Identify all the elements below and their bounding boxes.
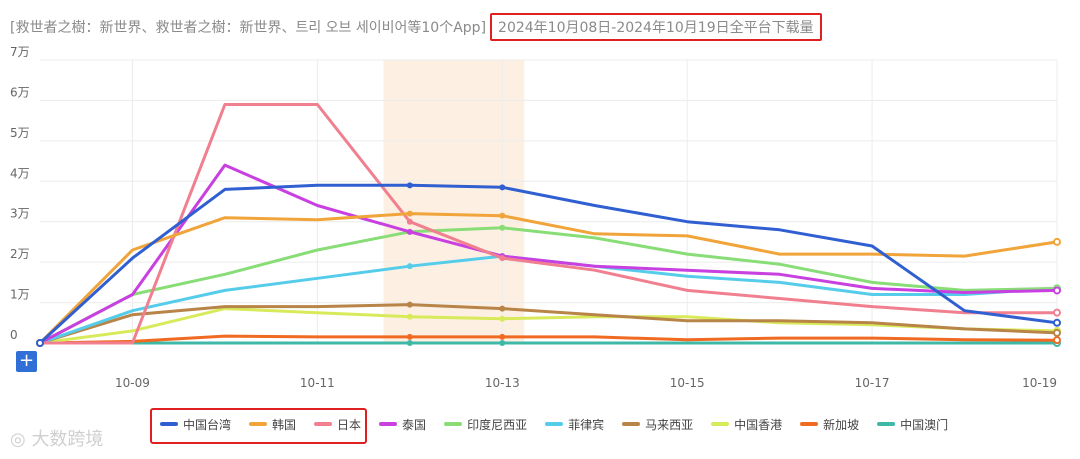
chart-title-prefix: [救世者之樹：新世界、救世者之樹：新世界、트리 오브 세이비어等10个App]	[10, 20, 487, 36]
brand-watermark: ◎ 大数跨境	[10, 425, 103, 451]
series-point	[499, 224, 506, 231]
legend-swatch	[800, 422, 819, 426]
series-line[interactable]	[38, 183, 1058, 345]
legend-swatch	[711, 422, 730, 426]
legend-item[interactable]: 泰国	[379, 416, 426, 433]
add-series-button[interactable]: +	[16, 351, 37, 372]
series-point	[1053, 328, 1061, 337]
legend-label: 中国台湾	[183, 417, 232, 432]
legend-item[interactable]: 日本	[314, 416, 361, 433]
series-point	[1053, 308, 1061, 317]
legend-highlight-box	[150, 408, 367, 444]
series-line[interactable]	[39, 303, 1058, 345]
highlight-band	[383, 60, 525, 343]
series-point	[499, 255, 506, 262]
legend-item[interactable]: 中国香港	[711, 416, 782, 433]
legend-label: 韩国	[272, 417, 297, 432]
brand-watermark-text: 大数跨境	[31, 429, 104, 450]
series-point	[1053, 318, 1061, 327]
series-line[interactable]	[39, 307, 1058, 345]
x-tick-label: 10-15	[670, 376, 705, 390]
x-tick-label: 10-09	[115, 376, 150, 390]
series-line[interactable]	[39, 226, 1058, 345]
series-point	[1053, 286, 1061, 295]
x-tick-label: 10-13	[485, 376, 520, 390]
legend-swatch	[249, 422, 268, 426]
legend-item[interactable]: 中国澳门	[877, 416, 948, 433]
series-point	[499, 212, 506, 219]
series-line[interactable]	[40, 103, 1057, 345]
chart-title-date-range: 2024年10月08日-2024年10月19日全平台下载量	[490, 13, 822, 41]
series-point	[1053, 336, 1061, 345]
y-tick-label: 2万	[10, 247, 30, 261]
legend-label: 泰国	[402, 417, 427, 432]
legend-label: 菲律宾	[568, 417, 605, 432]
legend-swatch	[545, 422, 564, 426]
legend-label: 印度尼西亚	[467, 417, 528, 432]
series-point	[406, 263, 413, 270]
legend-swatch	[379, 422, 398, 426]
brand-logo-icon: ◎	[10, 429, 32, 450]
chart-legend: 中国台湾 韩国 日本 泰国 印度尼西亚 菲律宾 马来西亚 中国香港 新加坡 中国澳门	[160, 412, 966, 436]
series-point	[406, 228, 413, 235]
series-point	[499, 340, 506, 346]
series-point	[499, 305, 506, 312]
legend-swatch	[877, 422, 896, 426]
y-tick-label: 7万	[10, 45, 30, 59]
chart-title: [救世者之樹：新世界、救世者之樹：新世界、트리 오브 세이비어等10个App] …	[10, 13, 822, 41]
series-point	[406, 182, 413, 189]
legend-label: 马来西亚	[645, 417, 694, 432]
legend-label: 新加坡	[823, 417, 860, 432]
x-tick-label: 10-19	[1022, 376, 1057, 390]
series-point	[499, 315, 506, 322]
series-line[interactable]	[39, 334, 1058, 345]
x-tick-label: 10-11	[300, 376, 335, 390]
series-point	[406, 340, 413, 346]
legend-item[interactable]: 马来西亚	[622, 416, 693, 433]
legend-item[interactable]: 新加坡	[800, 416, 859, 433]
x-tick-label: 10-17	[855, 376, 890, 390]
y-tick-label: 1万	[10, 288, 30, 302]
series-line[interactable]	[39, 163, 1058, 345]
series-point	[406, 218, 413, 225]
series-point	[406, 301, 413, 308]
legend-swatch	[160, 422, 178, 426]
y-tick-label: 5万	[10, 126, 30, 140]
legend-label: 中国澳门	[900, 417, 949, 432]
series-point	[1053, 237, 1061, 246]
y-tick-label: 6万	[10, 85, 30, 99]
legend-swatch	[622, 422, 641, 426]
legend-swatch	[314, 422, 333, 426]
legend-label: 中国香港	[734, 417, 783, 432]
legend-item[interactable]: 中国台湾	[160, 416, 231, 433]
legend-item[interactable]: 韩国	[249, 416, 296, 433]
y-tick-label: 3万	[10, 207, 30, 221]
series-line[interactable]	[38, 212, 1058, 345]
series-point	[406, 333, 413, 340]
series-point	[36, 339, 44, 347]
series-point	[406, 210, 413, 217]
y-tick-label: 4万	[10, 166, 30, 180]
legend-item[interactable]: 印度尼西亚	[444, 416, 527, 433]
legend-item[interactable]: 菲律宾	[545, 416, 604, 433]
series-point	[499, 333, 506, 340]
legend-swatch	[444, 422, 463, 426]
legend-label: 日本	[337, 417, 362, 432]
y-tick-label: 0	[10, 328, 18, 342]
series-point	[406, 313, 413, 320]
series-point	[499, 184, 506, 191]
